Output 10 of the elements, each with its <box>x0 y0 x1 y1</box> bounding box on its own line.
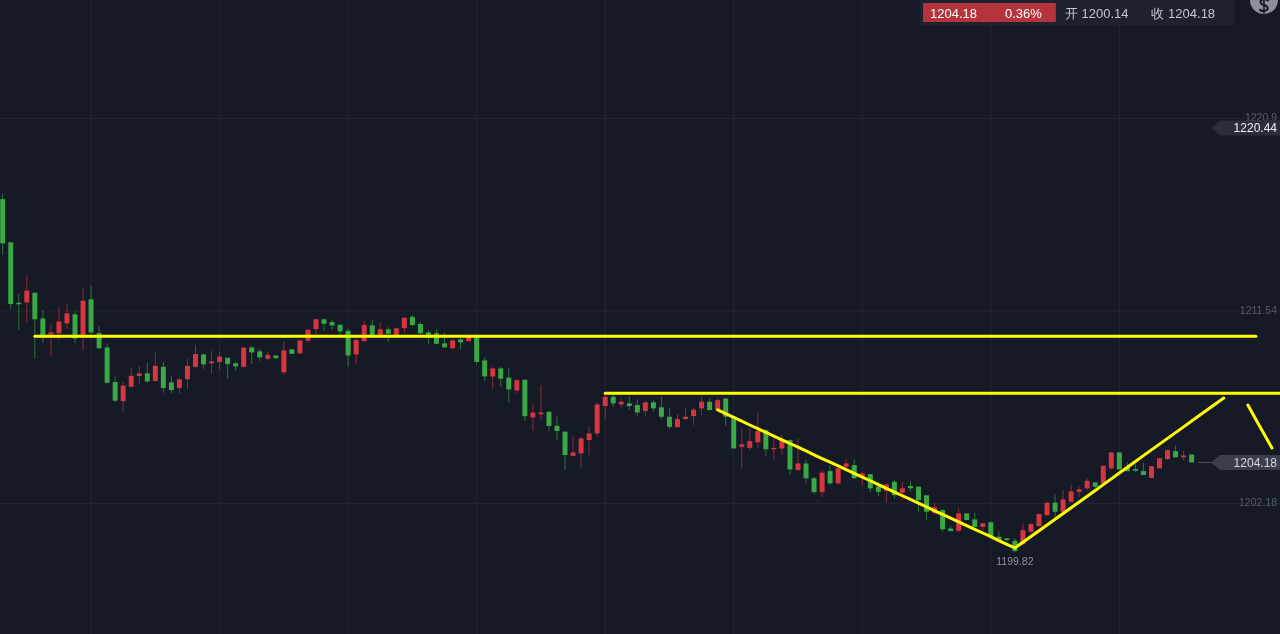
low-label: 1199.82 <box>996 554 1034 567</box>
y-tick-label: 1202.18 <box>1239 496 1277 509</box>
annotation: 收 1204.18 <box>1151 5 1216 21</box>
annotation: 0.36% <box>1005 5 1043 21</box>
annotation: 1204.18 <box>1233 455 1278 470</box>
y-tick-label: 1211.54 <box>1239 303 1277 316</box>
annotation: 开 1200.14 <box>1064 5 1129 21</box>
annotation: 1220.44 <box>1233 121 1278 136</box>
annotation: 1204.18 <box>930 5 977 21</box>
price-tag: 1220.44 <box>1211 120 1280 136</box>
